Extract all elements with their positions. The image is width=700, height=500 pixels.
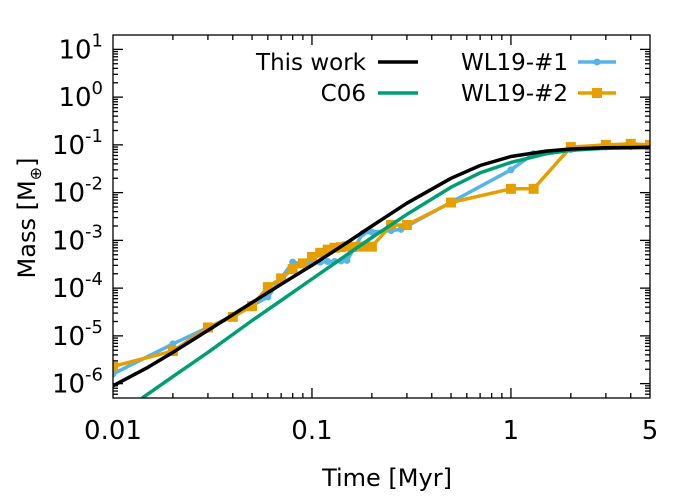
data-point-wl19-2 xyxy=(113,361,118,372)
data-point-wl19-2 xyxy=(306,251,317,262)
y-tick-exponent: 1 xyxy=(92,30,103,51)
data-point-wl19-2 xyxy=(347,241,358,252)
y-tick-base: 10 xyxy=(52,131,85,161)
data-point-wl19-1 xyxy=(324,258,332,266)
data-point-wl19-1 xyxy=(289,258,297,266)
data-point-wl19-2 xyxy=(625,138,636,149)
y-tick-exponent: -4 xyxy=(85,269,103,290)
y-tick-label: 10-2 xyxy=(52,174,103,209)
data-point-wl19-1 xyxy=(113,370,117,378)
y-tick-exponent: 0 xyxy=(92,78,103,99)
data-point-wl19-2 xyxy=(329,242,340,253)
plot-frame xyxy=(112,34,651,399)
data-point-wl19-2 xyxy=(342,241,353,252)
legend: This work C06 WL19-#1 WL19-#2 xyxy=(255,50,616,107)
data-point-wl19-1 xyxy=(507,166,515,174)
legend-label-wl19-2: WL19-#2 xyxy=(461,81,568,107)
data-point-wl19-2 xyxy=(315,247,326,258)
data-point-wl19-2 xyxy=(297,258,308,269)
y-axis-title: Mass [M⊕] xyxy=(13,158,45,279)
data-point-wl19-2 xyxy=(446,197,457,208)
y-tick-base: 10 xyxy=(58,83,91,113)
y-tick-label: 10-5 xyxy=(52,317,103,352)
data-point-wl19-2 xyxy=(276,273,287,284)
data-point-wl19-2 xyxy=(565,142,576,153)
data-point-wl19-2 xyxy=(262,282,273,293)
y-axis-title-subscript: ⊕ xyxy=(26,167,45,180)
y-axis-title-main: Mass [M xyxy=(13,180,41,278)
y-tick-exponent: -3 xyxy=(85,221,103,242)
frame-layer xyxy=(112,34,651,399)
legend-marker-wl19-1 xyxy=(593,58,601,66)
data-point-wl19-2 xyxy=(287,264,298,275)
y-tick-base: 10 xyxy=(52,322,85,352)
data-point-wl19-1 xyxy=(169,340,177,348)
axes-layer xyxy=(113,35,650,398)
data-point-wl19-2 xyxy=(322,244,333,255)
data-point-wl19-1 xyxy=(368,228,376,236)
data-point-wl19-2 xyxy=(366,241,377,252)
data-point-wl19-2 xyxy=(528,183,539,194)
series-line-c06 xyxy=(141,145,650,398)
x-axis-title: Time [Myr] xyxy=(321,464,452,492)
data-point-wl19-2 xyxy=(357,241,368,252)
data-point-wl19-2 xyxy=(401,219,412,230)
x-tick-label: 0.1 xyxy=(291,416,332,446)
y-tick-base: 10 xyxy=(52,179,85,209)
legend-marker-wl19-2 xyxy=(592,88,602,98)
y-tick-label: 10-1 xyxy=(52,126,103,161)
y-axis-title-group: Mass [M⊕] xyxy=(13,158,45,279)
data-point-wl19-2 xyxy=(227,311,238,322)
series-layer xyxy=(113,138,650,398)
series-line-this-work xyxy=(113,145,650,388)
legend-label-c06: C06 xyxy=(321,81,366,107)
y-tick-base: 10 xyxy=(58,35,91,65)
data-point-wl19-2 xyxy=(505,183,516,194)
y-tick-label: 100 xyxy=(58,78,103,113)
legend-label-this-work: This work xyxy=(255,50,367,76)
y-tick-base: 10 xyxy=(52,226,85,256)
data-point-wl19-2 xyxy=(247,301,258,312)
data-point-wl19-1 xyxy=(343,256,351,264)
y-tick-exponent: -6 xyxy=(85,365,103,386)
y-tick-exponent: -2 xyxy=(85,174,103,195)
y-axis-title-close: ] xyxy=(13,158,41,167)
y-tick-exponent: -5 xyxy=(85,317,103,338)
legend-label-wl19-1: WL19-#1 xyxy=(461,50,568,76)
x-tick-label: 5 xyxy=(642,416,659,446)
data-point-wl19-2 xyxy=(202,322,213,333)
x-tick-label: 0.01 xyxy=(84,416,142,446)
data-point-wl19-2 xyxy=(645,139,650,150)
data-point-wl19-2 xyxy=(600,139,611,150)
y-tick-base: 10 xyxy=(52,274,85,304)
y-tick-label: 10-6 xyxy=(52,365,103,400)
y-tick-exponent: -1 xyxy=(85,126,103,147)
y-tick-label: 10-4 xyxy=(52,269,103,304)
x-tick-label: 1 xyxy=(503,416,520,446)
y-tick-label: 10-3 xyxy=(52,221,103,256)
y-tick-base: 10 xyxy=(52,370,85,400)
y-tick-label: 101 xyxy=(58,30,103,65)
